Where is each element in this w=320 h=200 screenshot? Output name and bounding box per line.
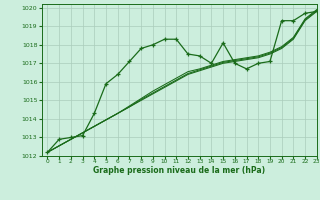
- X-axis label: Graphe pression niveau de la mer (hPa): Graphe pression niveau de la mer (hPa): [93, 166, 265, 175]
